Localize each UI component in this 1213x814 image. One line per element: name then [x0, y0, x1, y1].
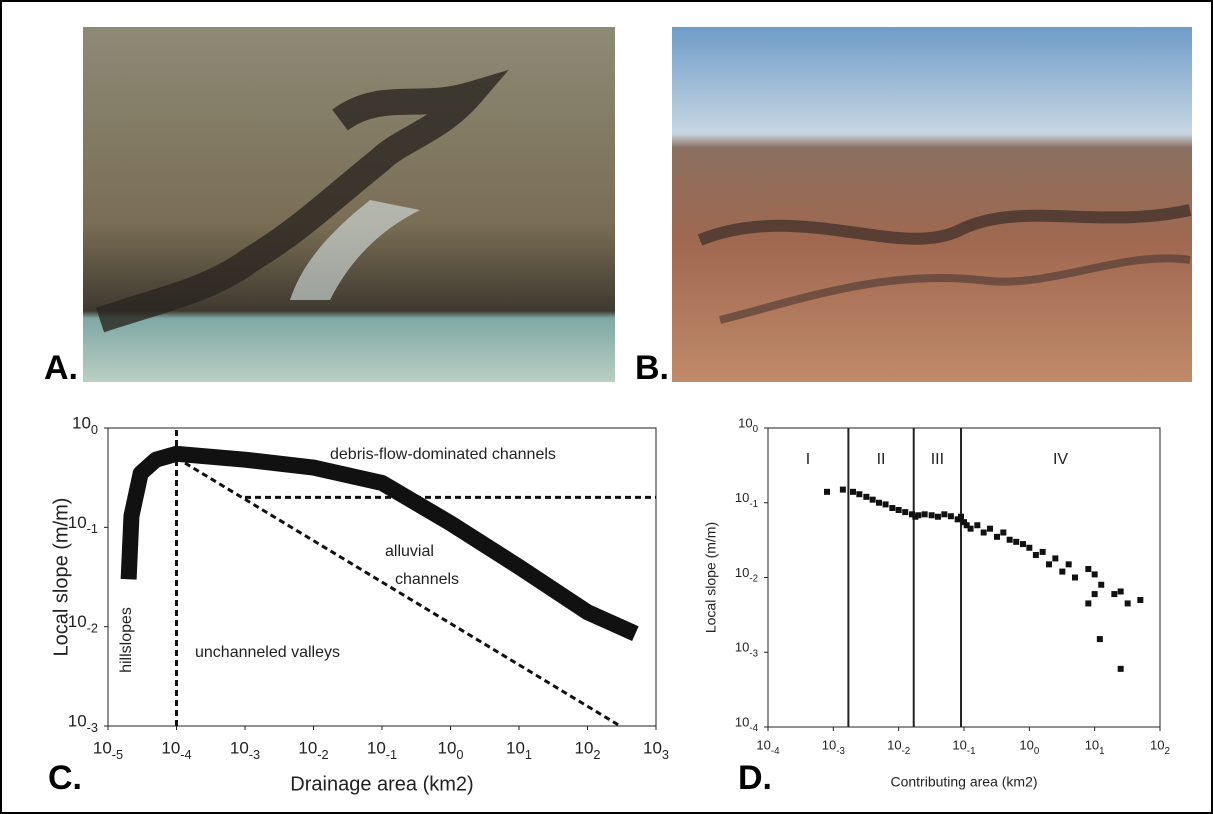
- tick-exponent: 2: [593, 747, 600, 762]
- point: [824, 489, 830, 495]
- tick-exponent: -1: [749, 499, 758, 510]
- panel-label: D.: [738, 759, 772, 797]
- point: [850, 489, 856, 495]
- y-axis-label: Local slope (m/m): [703, 522, 719, 633]
- point: [870, 497, 876, 503]
- point: [1118, 588, 1124, 594]
- point: [883, 501, 889, 507]
- point: [948, 513, 954, 519]
- point: [958, 514, 964, 520]
- point: [1046, 561, 1052, 567]
- point: [1085, 600, 1091, 606]
- annotation: debris-flow-dominated channels: [330, 446, 556, 463]
- panel-label: C.: [48, 759, 82, 797]
- tick-exponent: 0: [753, 424, 759, 435]
- point: [981, 529, 987, 535]
- tick-exponent: -1: [386, 747, 397, 762]
- point: [974, 522, 980, 528]
- point: [1007, 537, 1013, 543]
- annotation: unchanneled valleys: [195, 644, 340, 661]
- x-axis-label: Drainage area (km2): [290, 773, 473, 795]
- tick-exponent: 0: [1034, 746, 1040, 757]
- point: [1125, 600, 1131, 606]
- point: [987, 526, 993, 532]
- point: [1059, 569, 1065, 575]
- point: [1098, 582, 1104, 588]
- point: [1000, 529, 1006, 535]
- tick-exponent: -1: [87, 522, 98, 537]
- point: [1040, 549, 1046, 555]
- tick-exponent: -3: [87, 720, 98, 735]
- x-axis-label: Contributing area (km2): [890, 774, 1037, 790]
- region-label: I: [806, 451, 810, 468]
- region-label: II: [877, 451, 886, 468]
- panel-label: B.: [635, 349, 669, 387]
- point: [1013, 539, 1019, 545]
- point: [889, 505, 895, 511]
- point: [941, 511, 947, 517]
- annotation: alluvial: [385, 543, 434, 560]
- annotation: channels: [395, 571, 459, 588]
- photo-b: [672, 27, 1192, 382]
- tick-exponent: -2: [317, 747, 328, 762]
- tick-exponent: 0: [456, 747, 463, 762]
- point: [1118, 666, 1124, 672]
- point: [968, 526, 974, 532]
- tick-exponent: -3: [249, 747, 260, 762]
- point: [863, 494, 869, 500]
- point: [929, 512, 935, 518]
- point: [876, 500, 882, 506]
- region-label: IV: [1053, 451, 1068, 468]
- point: [915, 512, 921, 518]
- point: [1033, 552, 1039, 558]
- tick-exponent: 1: [525, 747, 532, 762]
- point: [1066, 561, 1072, 567]
- point: [1026, 545, 1032, 551]
- point: [1085, 566, 1091, 572]
- tick-exponent: 1: [1099, 746, 1104, 757]
- point: [840, 487, 846, 493]
- tick-exponent: 3: [662, 747, 669, 762]
- point: [1092, 571, 1098, 577]
- tick-exponent: 0: [91, 422, 98, 437]
- annotation: hillslopes: [118, 607, 135, 673]
- point: [994, 534, 1000, 540]
- point: [922, 511, 928, 517]
- tick-exponent: 2: [1165, 746, 1170, 757]
- panel-label: A.: [44, 349, 78, 387]
- tick-exponent: -3: [749, 648, 758, 659]
- tick-exponent: -4: [749, 723, 758, 734]
- tick-exponent: -1: [967, 746, 976, 757]
- point: [1072, 575, 1078, 581]
- tick-exponent: -4: [180, 747, 191, 762]
- point: [1092, 591, 1098, 597]
- y-axis-label: Local slope (m/m): [50, 498, 72, 657]
- tick-exponent: -2: [749, 573, 758, 584]
- point: [902, 509, 908, 515]
- point: [935, 514, 941, 520]
- point: [856, 491, 862, 497]
- point: [1097, 636, 1103, 642]
- point: [1020, 541, 1026, 547]
- figure: A. B. C. D. 10-510-410-310-210-110010110…: [0, 0, 1213, 814]
- tick-exponent: -2: [87, 621, 98, 636]
- tick-exponent: -3: [836, 746, 845, 757]
- region-label: III: [931, 451, 944, 468]
- photo-a: [83, 27, 615, 382]
- point: [896, 507, 902, 513]
- tick-exponent: -5: [112, 747, 123, 762]
- point: [1052, 555, 1058, 561]
- point: [1137, 597, 1143, 603]
- tick-exponent: -2: [902, 746, 911, 757]
- point: [1111, 591, 1117, 597]
- tick-exponent: -4: [771, 746, 780, 757]
